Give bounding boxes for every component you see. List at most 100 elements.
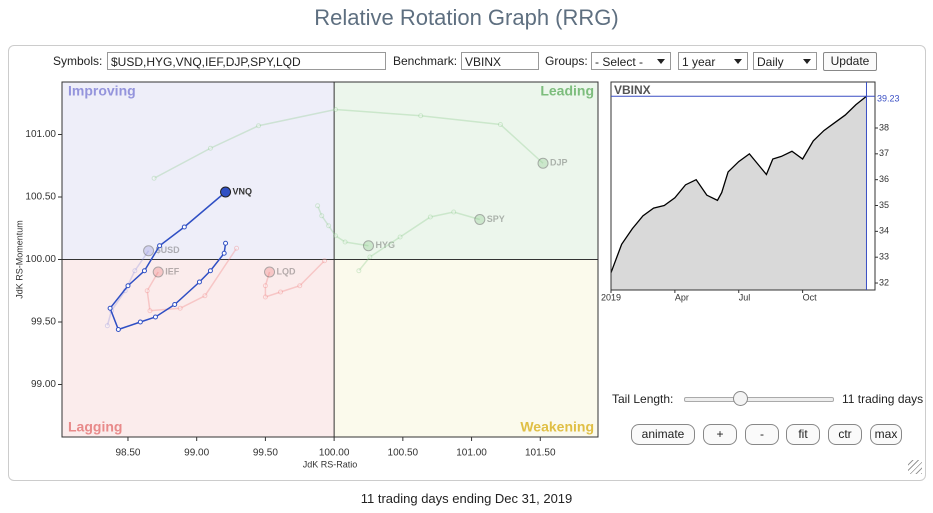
tail <box>264 260 326 299</box>
tail-point <box>342 239 348 245</box>
tail <box>358 211 481 272</box>
tail-point <box>157 243 163 249</box>
tail-point <box>451 209 457 215</box>
tail-point <box>315 203 321 209</box>
y-tick-label: 100.00 <box>25 254 56 265</box>
quadrant <box>334 259 598 437</box>
page-title: Relative Rotation Graph (RRG) <box>314 5 619 30</box>
tail-point <box>151 175 157 181</box>
tail-point <box>418 113 424 119</box>
tail-point <box>181 224 187 230</box>
quadrant-label: Improving <box>68 83 136 99</box>
tail-point <box>397 234 403 240</box>
tail-head <box>362 240 374 252</box>
quadrant <box>62 82 335 260</box>
tail-point <box>141 268 147 274</box>
tail-point <box>125 283 131 289</box>
symbols-input[interactable]: $USD,HYG,VNQ,IEF,DJP,SPY,LQD <box>107 52 386 70</box>
tail-point <box>322 258 328 264</box>
y-tick-label: 100.50 <box>25 192 56 203</box>
tail-slider[interactable] <box>684 397 834 402</box>
tail-point <box>137 319 143 325</box>
tail-head <box>152 266 164 278</box>
x-tick-label: 100.50 <box>388 448 419 459</box>
y-tick-label: 38 <box>879 122 889 132</box>
tail-point <box>319 213 325 219</box>
tail-point <box>207 268 213 274</box>
quadrant-label: Leading <box>540 83 594 99</box>
symbols-label: Symbols: <box>53 54 103 68</box>
resize-grip[interactable] <box>908 460 922 474</box>
tail <box>106 250 150 326</box>
control-button[interactable]: - <box>745 424 779 445</box>
control-button[interactable]: max <box>870 424 902 445</box>
update-button[interactable]: Update <box>823 52 877 71</box>
y-tick-label: 34 <box>879 226 889 236</box>
tail-label: Tail Length: <box>612 392 674 406</box>
tail-point <box>497 122 503 127</box>
quadrant-label: Weakening <box>520 419 594 435</box>
y-tick-label: 36 <box>879 174 889 184</box>
period-select[interactable]: 1 year <box>678 52 748 70</box>
tail-head <box>264 266 276 278</box>
tail-point <box>262 283 268 289</box>
tail <box>316 205 369 247</box>
quadrant <box>62 259 335 437</box>
series-label: HYG <box>375 240 395 250</box>
x-tick-label: 100.00 <box>319 448 350 459</box>
interval-select[interactable]: Daily <box>753 52 817 70</box>
tail-point <box>223 240 229 246</box>
tail-point <box>147 308 153 314</box>
control-button[interactable]: fit <box>786 424 820 445</box>
tail-point <box>132 268 138 274</box>
x-tick-label: Apr <box>675 292 689 302</box>
price-frame <box>610 81 876 291</box>
tail <box>146 247 238 312</box>
series-label: IEF <box>165 266 180 276</box>
tail-point <box>207 145 213 151</box>
benchmark-input[interactable]: VBINX <box>461 52 539 70</box>
y-axis-title: JdK RS-Momentum <box>14 220 24 299</box>
price-title: VBINX <box>614 83 651 97</box>
y-tick-label: 33 <box>879 252 889 262</box>
tail-point <box>427 214 433 220</box>
x-axis-title: JdK RS-Ratio <box>303 459 358 469</box>
price-line <box>610 95 867 273</box>
x-tick-label: 101.00 <box>456 448 487 459</box>
tail-head <box>537 157 549 169</box>
tail-point <box>356 268 362 274</box>
tail-point <box>177 305 183 311</box>
tail <box>109 191 227 331</box>
y-tick-label: 99.00 <box>31 379 56 390</box>
y-tick-label: 99.50 <box>31 317 56 328</box>
x-tick-label: Oct <box>803 292 818 302</box>
tail-point <box>262 294 268 300</box>
control-button[interactable]: + <box>703 424 737 445</box>
tail-value: 11 trading days <box>842 392 924 406</box>
last-value-label: 39.23 <box>877 94 900 104</box>
y-tick-label: 37 <box>879 148 889 158</box>
y-tick-label: 32 <box>879 277 889 287</box>
tail-point <box>278 289 284 295</box>
tail-point <box>196 279 202 285</box>
groups-label: Groups: <box>545 54 588 68</box>
series-label: SPY <box>487 214 505 224</box>
y-tick-label: 101.00 <box>25 129 56 140</box>
tail-point <box>115 327 121 332</box>
groups-select[interactable]: - Select - <box>591 52 671 70</box>
x-tick-label: 2019 <box>601 292 621 302</box>
x-tick-label: 101.50 <box>525 448 556 459</box>
x-tick-label: Jul <box>739 292 751 302</box>
y-tick-label: 35 <box>879 200 889 210</box>
x-tick-label: 98.50 <box>115 448 140 459</box>
tail-point <box>332 233 338 239</box>
quadrant-label: Lagging <box>68 419 122 435</box>
tail-point <box>202 293 208 299</box>
footer: 11 trading days ending Dec 31, 2019 <box>360 491 573 506</box>
slider-thumb[interactable] <box>733 391 748 406</box>
control-button[interactable]: ctr <box>828 424 862 445</box>
control-button[interactable]: animate <box>631 424 695 445</box>
tail-point <box>367 254 373 260</box>
